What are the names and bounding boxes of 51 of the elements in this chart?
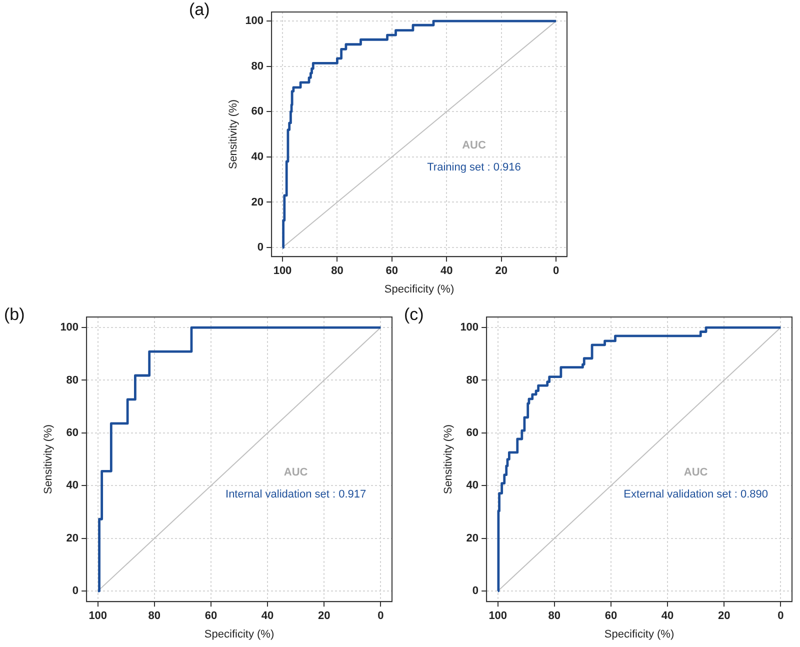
x-tick-label: 40 [261,610,274,622]
y-tick-label: 100 [460,322,479,334]
x-tick-label: 60 [386,265,398,278]
y-tick-label: 0 [72,585,79,598]
y-tick-label: 100 [245,15,264,28]
y-tick-label: 20 [251,196,264,208]
x-tick-label: 0 [552,265,560,278]
y-tick-label: 0 [472,585,479,598]
annotation: Internal validation set : 0.917 [226,488,366,501]
x-tick-label: 60 [204,610,218,622]
y-axis-title: Sensitivity (%) [228,99,240,170]
y-tick-label: 80 [66,374,79,386]
annotation: AUC [284,466,308,479]
x-tick-label: 0 [378,610,384,622]
x-tick-label: 20 [718,610,730,622]
x-tick-label: 80 [331,265,344,278]
y-axis-title: Sensitivity (%) [42,424,55,494]
x-tick-label: 100 [273,265,292,278]
annotation: AUC [684,466,708,479]
y-tick-label: 40 [251,150,264,163]
y-tick-label: 60 [466,426,479,439]
x-tick-label: 40 [440,265,453,278]
y-tick-label: 40 [466,480,479,492]
y-tick-label: 20 [466,532,479,544]
x-axis-title: Specificity (%) [204,628,274,640]
x-tick-label: 80 [148,610,161,622]
y-tick-label: 0 [257,242,264,254]
x-tick-label: 100 [488,610,508,622]
annotation: AUC [462,140,486,152]
annotation: External validation set : 0.890 [624,488,768,501]
x-tick-label: 20 [318,610,330,622]
y-tick-label: 60 [251,106,264,118]
y-tick-label: 60 [66,426,79,439]
x-tick-label: 40 [661,610,674,622]
y-tick-label: 40 [66,480,79,492]
x-axis-title: Specificity (%) [384,283,454,296]
y-tick-label: 100 [60,322,79,334]
x-tick-label: 60 [604,610,618,622]
y-axis-title: Sensitivity (%) [442,424,455,494]
annotation: Training set : 0.916 [427,162,521,174]
x-tick-label: 20 [495,265,508,278]
x-tick-label: 100 [88,610,108,622]
text: (b) [4,305,25,324]
text: (c) [404,305,424,324]
x-tick-label: 80 [548,610,561,622]
y-tick-label: 20 [66,532,79,544]
text: (a) [189,0,210,20]
x-axis-title: Specificity (%) [604,628,674,640]
y-tick-label: 80 [466,374,479,386]
y-tick-label: 80 [251,60,264,72]
x-tick-label: 0 [778,610,784,622]
